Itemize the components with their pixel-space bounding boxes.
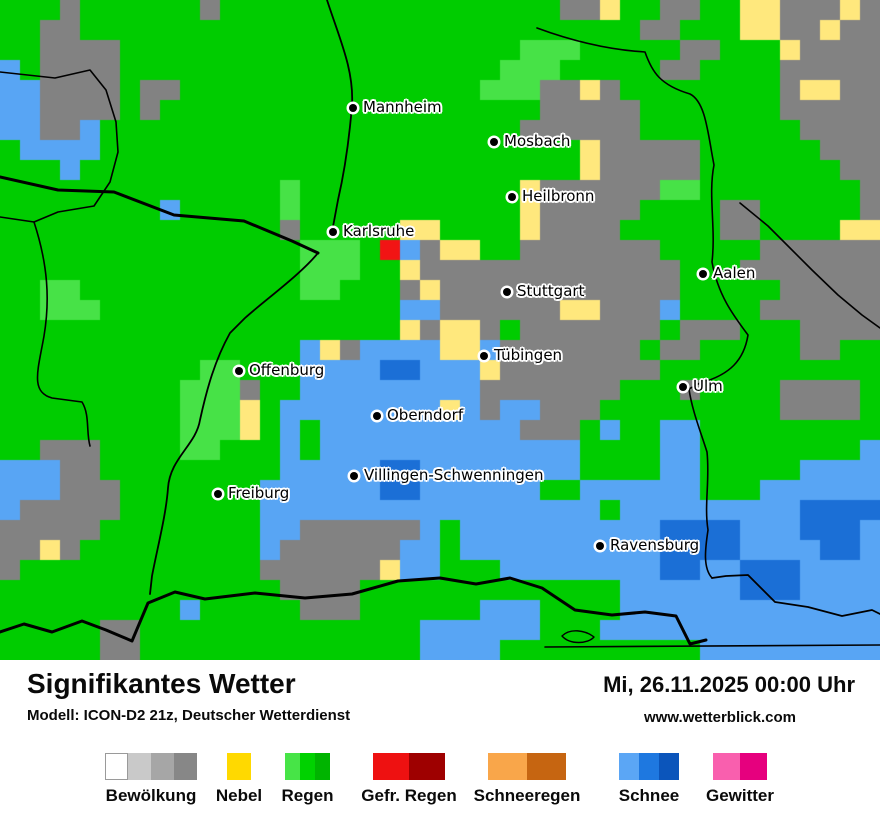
website-url: www.wetterblick.com [644,709,796,726]
legend-swatch [527,753,566,780]
legend-label: Regen [281,786,334,805]
info-bar: Signifikantes Wetter Modell: ICON-D2 21z… [0,660,880,830]
legend-swatch [227,753,251,780]
city-dot-icon [490,138,498,146]
legend-swatch [740,753,767,780]
legend-group: Schnee [619,753,679,805]
legend-swatch [713,753,740,780]
legend-swatch [373,753,409,780]
legend-swatch [619,753,639,780]
city-label: Offenburg [249,361,325,379]
legend-swatch [300,753,315,780]
legend-swatches [285,753,330,780]
legend-label: Gefr. Regen [361,786,457,805]
legend-label: Schneeregen [473,786,581,805]
legend-swatches [713,753,767,780]
legend-group: Bewölkung [105,753,197,805]
legend-label: Schnee [618,786,680,805]
city-dot-icon [596,542,604,550]
city-layer: Mannheim Mosbach Heilbronn Karlsruhe Stuttga… [214,98,756,554]
legend-group: Gewitter [706,753,774,805]
city-label: Freiburg [228,484,290,502]
legend-swatch [639,753,659,780]
city-label: Mosbach [504,132,571,150]
city-label: Heilbronn [522,187,595,205]
city-dot-icon [235,367,243,375]
city-dot-icon [503,288,511,296]
legend-group: Regen [282,753,333,805]
city-label: Tübingen [494,346,563,364]
legend-swatches [488,753,566,780]
model-info: Modell: ICON-D2 21z, Deutscher Wetterdie… [27,707,351,724]
legend-swatch [409,753,445,780]
city-label: Karlsruhe [343,222,415,240]
legend-swatch [174,753,197,780]
legend-swatch [128,753,151,780]
city-label: Ulm [693,377,723,395]
legend-swatch [659,753,679,780]
legend-swatch [105,753,128,780]
legend-group: Schneeregen [474,753,580,805]
city-dot-icon [373,412,381,420]
city-dot-icon [480,352,488,360]
legend-swatch [488,753,527,780]
legend-swatches [373,753,445,780]
city-dot-icon [508,193,516,201]
city-dot-icon [329,228,337,236]
city-label: Mannheim [363,98,442,116]
legend-group: Gefr. Regen [361,753,457,805]
city-label: Aalen [713,264,756,282]
legend-swatches [227,753,251,780]
legend-label: Bewölkung [105,786,197,805]
legend-label: Nebel [215,786,263,805]
city-label: Villingen-Schwenningen [364,466,544,484]
legend-group: Nebel [216,753,262,805]
weather-map: Mannheim Mosbach Heilbronn Karlsruhe Stuttga… [0,0,880,660]
legend-swatches [619,753,679,780]
page-title: Signifikantes Wetter [27,668,296,699]
legend-swatches [105,753,197,780]
city-dot-icon [679,383,687,391]
legend-label: Gewitter [705,786,775,805]
city-dot-icon [350,472,358,480]
legend-swatch [285,753,300,780]
city-dot-icon [214,490,222,498]
city-label: Oberndorf [387,406,464,424]
city-label: Stuttgart [517,282,585,300]
legend-swatch [315,753,330,780]
city-dot-icon [699,270,707,278]
legend-swatch [151,753,174,780]
forecast-datetime: Mi, 26.11.2025 00:00 Uhr [603,672,855,697]
city-label: Ravensburg [610,536,700,554]
city-dot-icon [349,104,357,112]
legend: Bewölkung Nebel Regen Gefr. Regen Schneerege… [0,660,880,830]
